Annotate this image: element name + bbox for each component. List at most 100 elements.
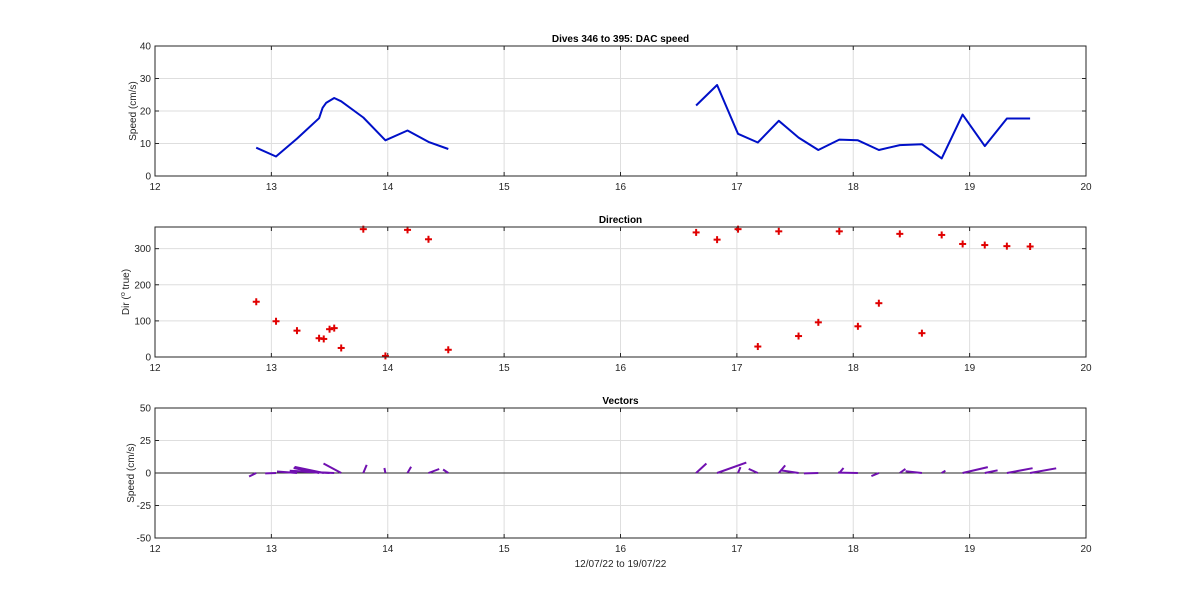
vectors-xtick-label: 19 (964, 544, 976, 555)
vector-stick (1006, 467, 1033, 474)
direction-point (326, 325, 334, 333)
speed-xtick-label: 17 (731, 182, 743, 193)
vector-stick (442, 468, 449, 474)
direction-point (1026, 243, 1034, 250)
vectors-xtick-label: 20 (1080, 544, 1092, 555)
direction-point (795, 332, 803, 340)
direction-ylabel-sup: o (120, 292, 127, 296)
speed-title: Dives 346 to 395: DAC speed (552, 34, 689, 45)
speed-ytick-label: 30 (140, 74, 152, 85)
vector-stick (428, 468, 440, 474)
direction-ytick-label: 0 (145, 353, 151, 364)
direction-point (381, 352, 389, 360)
direction-point (835, 227, 843, 235)
direction-xtick-label: 17 (731, 363, 743, 374)
speed-xtick-label: 12 (149, 182, 161, 193)
direction-xtick-label: 14 (382, 363, 394, 374)
vector-stick (323, 462, 342, 474)
speed-xtick-label: 16 (615, 182, 627, 193)
direction-point (814, 318, 822, 326)
direction-point (754, 343, 762, 351)
speed-xtick-label: 14 (382, 182, 394, 193)
vectors-panel: Vectors Speed (cm/s) 12/07/22 to 19/07/2… (126, 396, 1092, 570)
vectors-xtick-label: 18 (848, 544, 860, 555)
speed-xtick-label: 15 (499, 182, 511, 193)
vector-stick (737, 466, 742, 474)
vector-stick (941, 469, 946, 474)
direction-point (854, 322, 862, 330)
vector-stick (383, 467, 387, 474)
vectors-ytick-label: 50 (140, 404, 152, 415)
direction-point (404, 226, 412, 234)
speed-panel: Dives 346 to 395: DAC speed Speed (cm/s)… (128, 34, 1092, 193)
direction-point (272, 317, 280, 325)
speed-ytick-label: 10 (140, 139, 152, 150)
direction-point (424, 235, 432, 243)
direction-ylabel: Dir (o true) (120, 269, 132, 315)
vectors-ytick-label: 25 (140, 436, 152, 447)
direction-panel: Direction Dir (o true) 12 13 14 15 16 17 18 19 2… (120, 215, 1092, 374)
speed-xtick-label: 18 (848, 182, 860, 193)
direction-point (692, 228, 700, 236)
speed-series-line (695, 84, 1031, 160)
vector-stick (406, 466, 412, 474)
vector-stick (276, 470, 298, 474)
vectors-xtick-label: 17 (731, 544, 743, 555)
vector-stick (780, 469, 799, 474)
vectors-ytick-label: -50 (137, 534, 152, 545)
direction-point (713, 236, 721, 244)
vector-stick (778, 464, 786, 474)
vector-stick (716, 461, 747, 474)
speed-xtick-label: 19 (964, 182, 976, 193)
vectors-xlabel: 12/07/22 to 19/07/22 (575, 559, 667, 570)
direction-point (252, 298, 260, 306)
vector-stick (962, 466, 989, 474)
direction-point (918, 329, 926, 337)
direction-ylabel-tail: true) (121, 269, 132, 292)
direction-point (938, 231, 946, 239)
vectors-xtick-label: 12 (149, 544, 161, 555)
vector-stick (748, 467, 759, 474)
speed-series-line (255, 97, 449, 158)
direction-point (320, 335, 328, 343)
vector-stick (899, 468, 906, 474)
direction-point (1003, 242, 1011, 250)
direction-xtick-label: 13 (266, 363, 278, 374)
vectors-ylabel: Speed (cm/s) (126, 443, 137, 502)
vectors-xtick-label: 16 (615, 544, 627, 555)
vector-stick (362, 464, 368, 474)
vector-stick (695, 462, 708, 474)
vectors-ytick-label: -25 (137, 501, 152, 512)
vector-stick (248, 472, 257, 478)
direction-xtick-label: 12 (149, 363, 161, 374)
direction-point (981, 241, 989, 249)
direction-title: Direction (599, 215, 642, 226)
direction-point (337, 344, 345, 352)
speed-xtick-label: 13 (266, 182, 278, 193)
vector-stick (984, 469, 998, 474)
direction-point (875, 299, 883, 307)
vector-stick (871, 472, 880, 478)
direction-point (330, 324, 338, 332)
direction-ytick-label: 200 (134, 280, 151, 291)
vectors-xtick-label: 14 (382, 544, 394, 555)
direction-xtick-label: 16 (615, 363, 627, 374)
direction-ytick-label: 100 (134, 316, 151, 327)
direction-xtick-label: 15 (499, 363, 511, 374)
vectors-xtick-label: 15 (499, 544, 511, 555)
direction-point (293, 327, 301, 335)
vectors-ytick-label: 0 (145, 469, 151, 480)
direction-axes-frame (154, 226, 1087, 358)
direction-point (444, 346, 452, 354)
vector-stick (291, 470, 335, 474)
speed-ytick-label: 0 (145, 172, 151, 183)
direction-ytick-label: 300 (134, 244, 151, 255)
direction-xtick-label: 18 (848, 363, 860, 374)
direction-xtick-label: 20 (1080, 363, 1092, 374)
speed-ytick-label: 20 (140, 107, 152, 118)
speed-axes-frame (154, 45, 1087, 177)
vectors-axes-frame (154, 407, 1087, 539)
vectors-title: Vectors (602, 396, 639, 407)
speed-ytick-label: 40 (140, 42, 152, 53)
